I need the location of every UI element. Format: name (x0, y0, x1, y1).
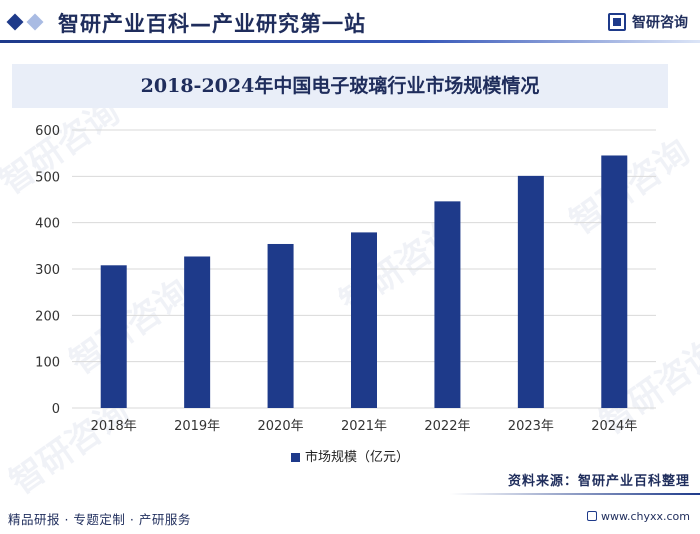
x-tick-label: 2021年 (341, 419, 387, 434)
y-tick-label: 600 (35, 124, 60, 139)
chart-title: 2018-2024年中国电子玻璃行业市场规模情况 (140, 75, 540, 97)
x-tick-label: 2020年 (258, 419, 304, 434)
bar (517, 175, 544, 408)
page-header: 智研产业百科—产业研究第一站 智研咨询 (0, 0, 700, 46)
diamond-icon (6, 13, 24, 31)
y-tick-label: 400 (35, 217, 60, 232)
y-tick-label: 500 (35, 170, 60, 185)
chart-title-band: 2018-2024年中国电子玻璃行业市场规模情况 (12, 64, 668, 108)
bar (267, 243, 294, 408)
legend-label: 市场规模（亿元） (304, 450, 409, 465)
brand-logo[interactable]: 智研咨询 (608, 12, 688, 32)
y-tick-label: 100 (35, 356, 60, 371)
brand-logo-icon (608, 13, 626, 31)
brand-logo-text: 智研咨询 (632, 15, 688, 31)
x-tick-label: 2022年 (424, 419, 470, 434)
y-tick-label: 300 (35, 263, 60, 278)
bar (184, 256, 211, 408)
y-tick-label: 0 (52, 402, 60, 417)
site-logo-icon (586, 511, 597, 521)
bar (434, 201, 461, 408)
header-diamond-icons (6, 12, 44, 34)
footer-url[interactable]: www.chyxx.com (586, 510, 690, 523)
footer-url-text: www.chyxx.com (600, 510, 690, 523)
x-tick-label: 2018年 (91, 419, 137, 434)
data-source: 资料来源：智研产业百科整理 (507, 474, 690, 489)
x-tick-label: 2024年 (591, 419, 637, 434)
bar (100, 265, 127, 408)
diamond-icon (26, 13, 44, 31)
x-tick-label: 2019年 (174, 419, 220, 434)
y-tick-label: 200 (35, 309, 60, 324)
bar (601, 155, 628, 408)
bar (351, 232, 377, 408)
bar-chart: 0 100 200 300 400 500 600 2018年 2019年 2020年 2021年 2… (35, 124, 656, 434)
chart-legend: 市场规模（亿元） (0, 446, 700, 465)
site-title: 智研产业百科—产业研究第一站 (58, 12, 366, 36)
header-divider (0, 40, 700, 43)
x-tick-label: 2023年 (508, 419, 554, 434)
source-divider (450, 493, 700, 495)
legend-swatch (290, 453, 300, 462)
footer-services: 精品研报 · 专题定制 · 产研服务 (8, 512, 191, 527)
